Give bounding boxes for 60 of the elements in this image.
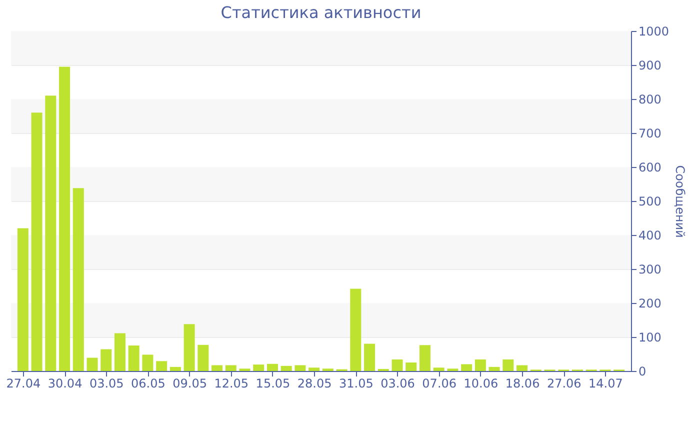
- y-tick-label: 500: [638, 194, 662, 208]
- y-tick-label: 0: [638, 364, 646, 378]
- bar: [364, 344, 376, 371]
- x-tick-label: 03.05: [89, 376, 124, 390]
- x-tick-label: 06.05: [131, 376, 166, 390]
- bar: [406, 362, 417, 371]
- y-tick-label: 600: [638, 160, 662, 174]
- y-tick-label: 300: [638, 262, 662, 276]
- bar: [488, 366, 500, 371]
- bar: [170, 366, 181, 371]
- y-tick-label: 400: [638, 228, 662, 242]
- bar: [198, 344, 209, 371]
- y-tick-label: 800: [638, 92, 662, 106]
- bar: [100, 349, 112, 371]
- y-tick-label: 700: [638, 126, 662, 140]
- bar: [253, 364, 264, 371]
- bar: [184, 324, 195, 371]
- bar: [461, 364, 472, 371]
- chart-title: Статистика активности: [220, 3, 422, 22]
- x-tick-label: 09.05: [172, 376, 207, 390]
- bar: [45, 96, 56, 371]
- x-tick-label: 07.06: [422, 376, 457, 390]
- bar: [308, 368, 320, 371]
- bar: [502, 359, 514, 371]
- y-tick-label: 200: [638, 296, 662, 310]
- x-tick-label: 30.04: [48, 376, 82, 390]
- bar: [142, 354, 154, 371]
- bar: [266, 364, 278, 371]
- x-tick-label: 12.05: [214, 376, 249, 390]
- bar: [294, 365, 306, 371]
- x-tick-label: 18.06: [505, 376, 540, 390]
- bar: [516, 365, 528, 371]
- bar: [114, 333, 126, 371]
- bar: [31, 112, 42, 371]
- x-tick-label: 28.05: [297, 376, 332, 390]
- bar: [419, 345, 430, 371]
- bar: [433, 368, 444, 371]
- x-tick-label: 14.07: [588, 376, 623, 390]
- bar: [350, 288, 362, 371]
- bar: [225, 365, 236, 371]
- x-tick-label: 27.06: [546, 376, 582, 390]
- bar: [156, 361, 168, 371]
- bar: [17, 228, 28, 371]
- y-tick-label: 900: [638, 58, 662, 72]
- bar: [280, 366, 292, 371]
- y-tick-label: 100: [638, 330, 662, 344]
- bar: [86, 358, 98, 371]
- bar: [72, 188, 84, 371]
- bar: [212, 365, 223, 371]
- x-tick-label: 15.05: [256, 376, 290, 390]
- y-axis-title: Сообщений: [673, 165, 688, 238]
- x-tick-label: 10.06: [464, 376, 498, 390]
- y-tick-label: 1000: [638, 24, 670, 38]
- bar: [59, 66, 70, 371]
- bar: [128, 346, 140, 371]
- bar: [474, 359, 486, 371]
- x-tick-label: 31.05: [338, 376, 374, 390]
- bar: [392, 359, 403, 371]
- x-tick-label: 03.06: [380, 376, 415, 390]
- x-tick-label: 27.04: [6, 376, 41, 390]
